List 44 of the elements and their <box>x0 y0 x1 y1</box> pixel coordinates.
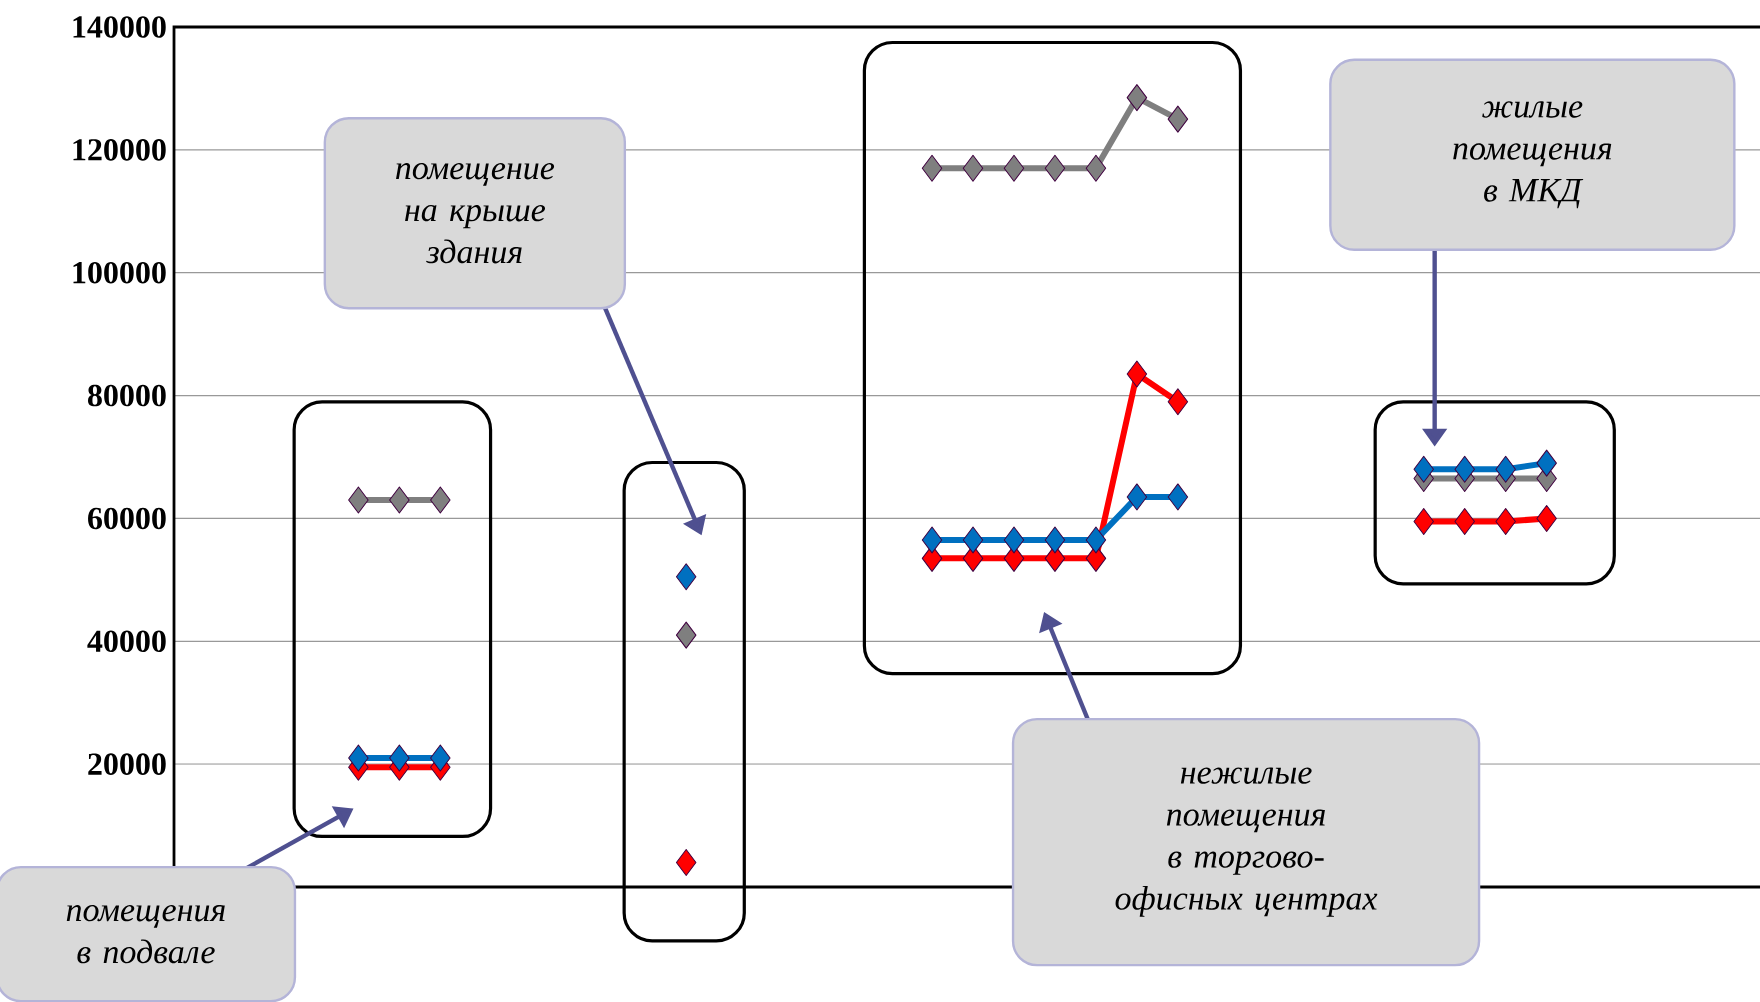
point <box>389 486 410 514</box>
y-tick-label: 80000 <box>88 384 166 407</box>
y-tick-label: 120000 <box>73 139 166 161</box>
point <box>1167 388 1189 416</box>
y-tick-label: 60000 <box>88 507 166 530</box>
point <box>1126 84 1148 112</box>
point <box>921 154 943 182</box>
point <box>962 154 984 182</box>
point <box>1413 508 1434 535</box>
y-tick-label: 100000 <box>73 261 166 284</box>
point <box>1003 154 1025 182</box>
point <box>1454 508 1475 535</box>
point <box>1167 483 1189 511</box>
point <box>348 744 369 772</box>
point <box>430 744 451 772</box>
point <box>675 563 697 591</box>
point <box>430 486 451 514</box>
y-tick-label: 40000 <box>87 630 166 653</box>
point <box>348 486 369 514</box>
point <box>1085 526 1107 554</box>
point <box>1044 526 1066 554</box>
point <box>1536 504 1557 532</box>
point <box>1085 154 1107 182</box>
point <box>1536 449 1557 477</box>
y-tick-label: 140000 <box>73 16 166 38</box>
point <box>1495 508 1516 535</box>
point <box>1454 455 1475 483</box>
point <box>1167 105 1189 133</box>
annotation: жилые помещения в МКД <box>1453 101 1612 209</box>
point <box>921 526 943 554</box>
point <box>1495 455 1516 483</box>
point <box>1126 360 1148 388</box>
text: помещения в подвале <box>66 904 225 964</box>
point <box>1126 483 1148 511</box>
point <box>1003 526 1025 554</box>
point <box>962 526 984 554</box>
point <box>675 621 697 649</box>
annotation: нежилые помещения в торгово-офисных центрах <box>1115 767 1378 917</box>
point <box>675 848 697 876</box>
point <box>1413 455 1434 483</box>
point <box>389 744 410 772</box>
annotation: помещение на крыше здания <box>396 162 555 264</box>
point <box>1044 154 1066 182</box>
y-tick-label: 20000 <box>88 753 166 775</box>
